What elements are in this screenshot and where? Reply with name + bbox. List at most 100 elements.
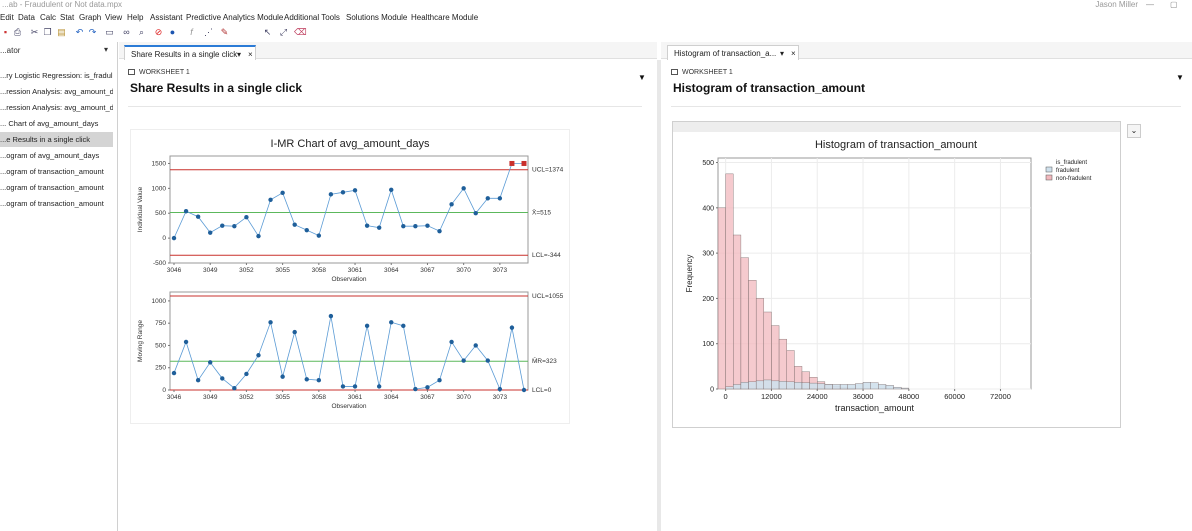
menu-edit[interactable]: Edit: [0, 13, 14, 22]
stop-icon[interactable]: ⊘: [154, 27, 163, 37]
y-tick-label: -500: [153, 260, 166, 267]
menu-additional-tools[interactable]: Additional Tools: [284, 13, 340, 22]
toolbar: ▪ ⎙ ✂ ❐ ▤ ↶ ↷ ▭ ∞ ⌕ ⊘ ● f ⋰ ✎ ↖ ⤢ ⌫: [0, 25, 1192, 41]
y-tick-label: 0: [162, 387, 166, 394]
histogram-bar: [755, 380, 765, 390]
user-name: Jason Miller: [1095, 0, 1138, 9]
brush-icon[interactable]: ✎: [220, 27, 229, 37]
histogram-bar: [817, 383, 826, 390]
histogram-bar: [778, 381, 787, 390]
data-point: [292, 329, 297, 335]
navigator-title: ...ator: [0, 46, 21, 55]
print-icon[interactable]: ⎙: [13, 27, 22, 37]
histogram-bar: [763, 311, 772, 390]
maximize-button[interactable]: ▢: [1170, 0, 1178, 9]
output-title: Share Results in a single click: [130, 81, 303, 95]
undo-icon[interactable]: ↶: [75, 27, 84, 37]
title-underline: [128, 106, 642, 107]
menu-data[interactable]: Data: [18, 13, 35, 22]
histogram-bar: [763, 379, 772, 390]
y-tick-label: 500: [155, 342, 166, 349]
data-point: [364, 323, 370, 329]
navigator-item[interactable]: ...ogram of transaction_amount: [0, 167, 104, 176]
x-tick-label: 12000: [761, 392, 782, 401]
chevron-down-icon[interactable]: ▾: [237, 50, 242, 59]
left-output-pane: WORKSHEET 1 Share Results in a single cl…: [119, 60, 657, 531]
pointer-icon[interactable]: ↖: [263, 27, 272, 37]
data-point: [473, 343, 478, 348]
navigator-item[interactable]: ... Chart of avg_amount_days: [0, 119, 99, 128]
menu-solutions-module[interactable]: Solutions Module: [346, 13, 408, 22]
histogram-bar: [717, 207, 726, 390]
find-icon[interactable]: ⌕: [138, 27, 145, 37]
data-point: [171, 235, 177, 241]
data-point: [497, 386, 503, 392]
mr-axis: 3046 3049 3052 3055 3058 3061 3064 3067 3070 3073…: [152, 298, 508, 401]
x-axis-label: transaction_amount: [835, 403, 915, 413]
tab-histogram[interactable]: Histogram of transaction_a... ▾ ×: [667, 45, 799, 60]
menu-stat[interactable]: Stat: [60, 13, 75, 22]
x-tick-label: 0: [724, 392, 728, 401]
data-point: [244, 371, 249, 377]
navigator-item[interactable]: ...ression Analysis: avg_amount_d...: [0, 87, 113, 96]
graph-options-button[interactable]: ⌄: [1127, 124, 1141, 138]
output-menu-icon[interactable]: ▼: [638, 73, 646, 82]
window-icon[interactable]: ▭: [105, 27, 114, 37]
data-point: [195, 214, 201, 219]
x-axis-label: Observation: [331, 276, 366, 283]
pane-splitter[interactable]: [657, 60, 661, 531]
navigator-item[interactable]: ...ogram of transaction_amount: [0, 183, 104, 192]
output-menu-icon[interactable]: ▼: [1176, 73, 1184, 82]
output-title: Histogram of transaction_amount: [673, 81, 866, 95]
title-bar: ...ab - Fraudulent or Not data.mpx Jason…: [0, 0, 1192, 11]
graph-edit-icon[interactable]: ⋰: [204, 27, 213, 37]
histogram-bar: [755, 298, 765, 390]
x-tick-label: 3067: [420, 394, 435, 401]
x-tick-label: 3046: [167, 267, 182, 274]
data-point: [437, 228, 442, 234]
chevron-down-icon[interactable]: ▾: [780, 49, 785, 58]
individuals-limit-lines: [170, 169, 528, 256]
tab-share-results[interactable]: Share Results in a single click ▾ ×: [124, 45, 256, 60]
paste-icon[interactable]: ▤: [57, 27, 66, 37]
binoculars-icon[interactable]: ∞: [123, 27, 130, 37]
worksheet-icon: [128, 69, 135, 75]
navigator-item[interactable]: ...ogram of avg_amount_days: [0, 151, 100, 160]
minimize-button[interactable]: —: [1146, 0, 1154, 9]
data-point: [280, 374, 285, 379]
close-icon[interactable]: ×: [248, 50, 253, 59]
redo-icon[interactable]: ↷: [88, 27, 97, 37]
chart-title: I-MR Chart of avg_amount_days: [271, 138, 430, 150]
menu-calc[interactable]: Calc: [40, 13, 57, 22]
close-icon[interactable]: ×: [791, 49, 796, 58]
navigator-item[interactable]: ...ry Logistic Regression: is_fradul...: [0, 71, 113, 80]
menu-predictive-analytics[interactable]: Predictive Analytics Module: [186, 13, 284, 22]
link-icon[interactable]: ⤢: [279, 27, 288, 37]
help-icon[interactable]: ●: [169, 27, 176, 37]
navigator-item-active[interactable]: ...e Results in a single click: [0, 132, 113, 147]
function-icon[interactable]: f: [190, 27, 193, 37]
menu-view[interactable]: View: [105, 13, 123, 22]
copy-icon[interactable]: ❐: [43, 27, 52, 37]
menu-healthcare-module[interactable]: Healthcare Module: [411, 13, 479, 22]
x-tick-label: 60000: [944, 392, 965, 401]
menu-assistant[interactable]: Assistant: [150, 13, 183, 22]
navigator-item[interactable]: ...ression Analysis: avg_amount_d...: [0, 103, 113, 112]
data-point: [328, 313, 334, 319]
data-point: [183, 339, 189, 345]
y-axis-label: Individual Value: [137, 186, 144, 232]
menu-help[interactable]: Help: [127, 13, 144, 22]
x-tick-label: 3058: [312, 394, 327, 401]
file-icon[interactable]: ▪: [3, 27, 8, 37]
eraser-icon[interactable]: ⌫: [294, 27, 307, 37]
legend: is_fradulent fradulent non-fradulent: [1045, 160, 1092, 182]
legend-title: is_fradulent: [1056, 160, 1087, 166]
navigator-dropdown-icon[interactable]: ▾: [104, 45, 109, 54]
navigator-item[interactable]: ...ogram of transaction_amount: [0, 199, 104, 208]
series-line: [173, 315, 525, 391]
moving-range-chart: 3046 3049 3052 3055 3058 3061 3064 3067 3070 3073…: [137, 291, 564, 410]
x-tick-label: 3052: [239, 267, 254, 274]
menu-graph[interactable]: Graph: [79, 13, 102, 22]
cut-icon[interactable]: ✂: [30, 27, 39, 37]
legend-swatch-fradulent: [1045, 166, 1053, 173]
